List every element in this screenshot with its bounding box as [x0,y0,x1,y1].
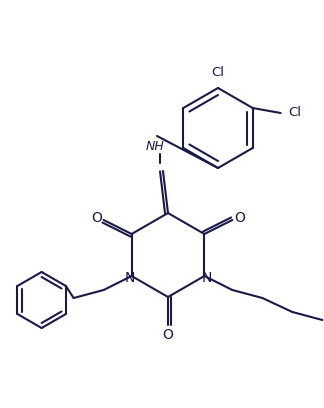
Text: N: N [201,271,212,285]
Text: O: O [234,211,245,225]
Text: NH: NH [145,140,164,153]
Text: N: N [124,271,135,285]
Text: O: O [163,328,173,342]
Text: Cl: Cl [212,67,225,80]
Text: Cl: Cl [289,106,302,120]
Text: O: O [91,211,102,225]
